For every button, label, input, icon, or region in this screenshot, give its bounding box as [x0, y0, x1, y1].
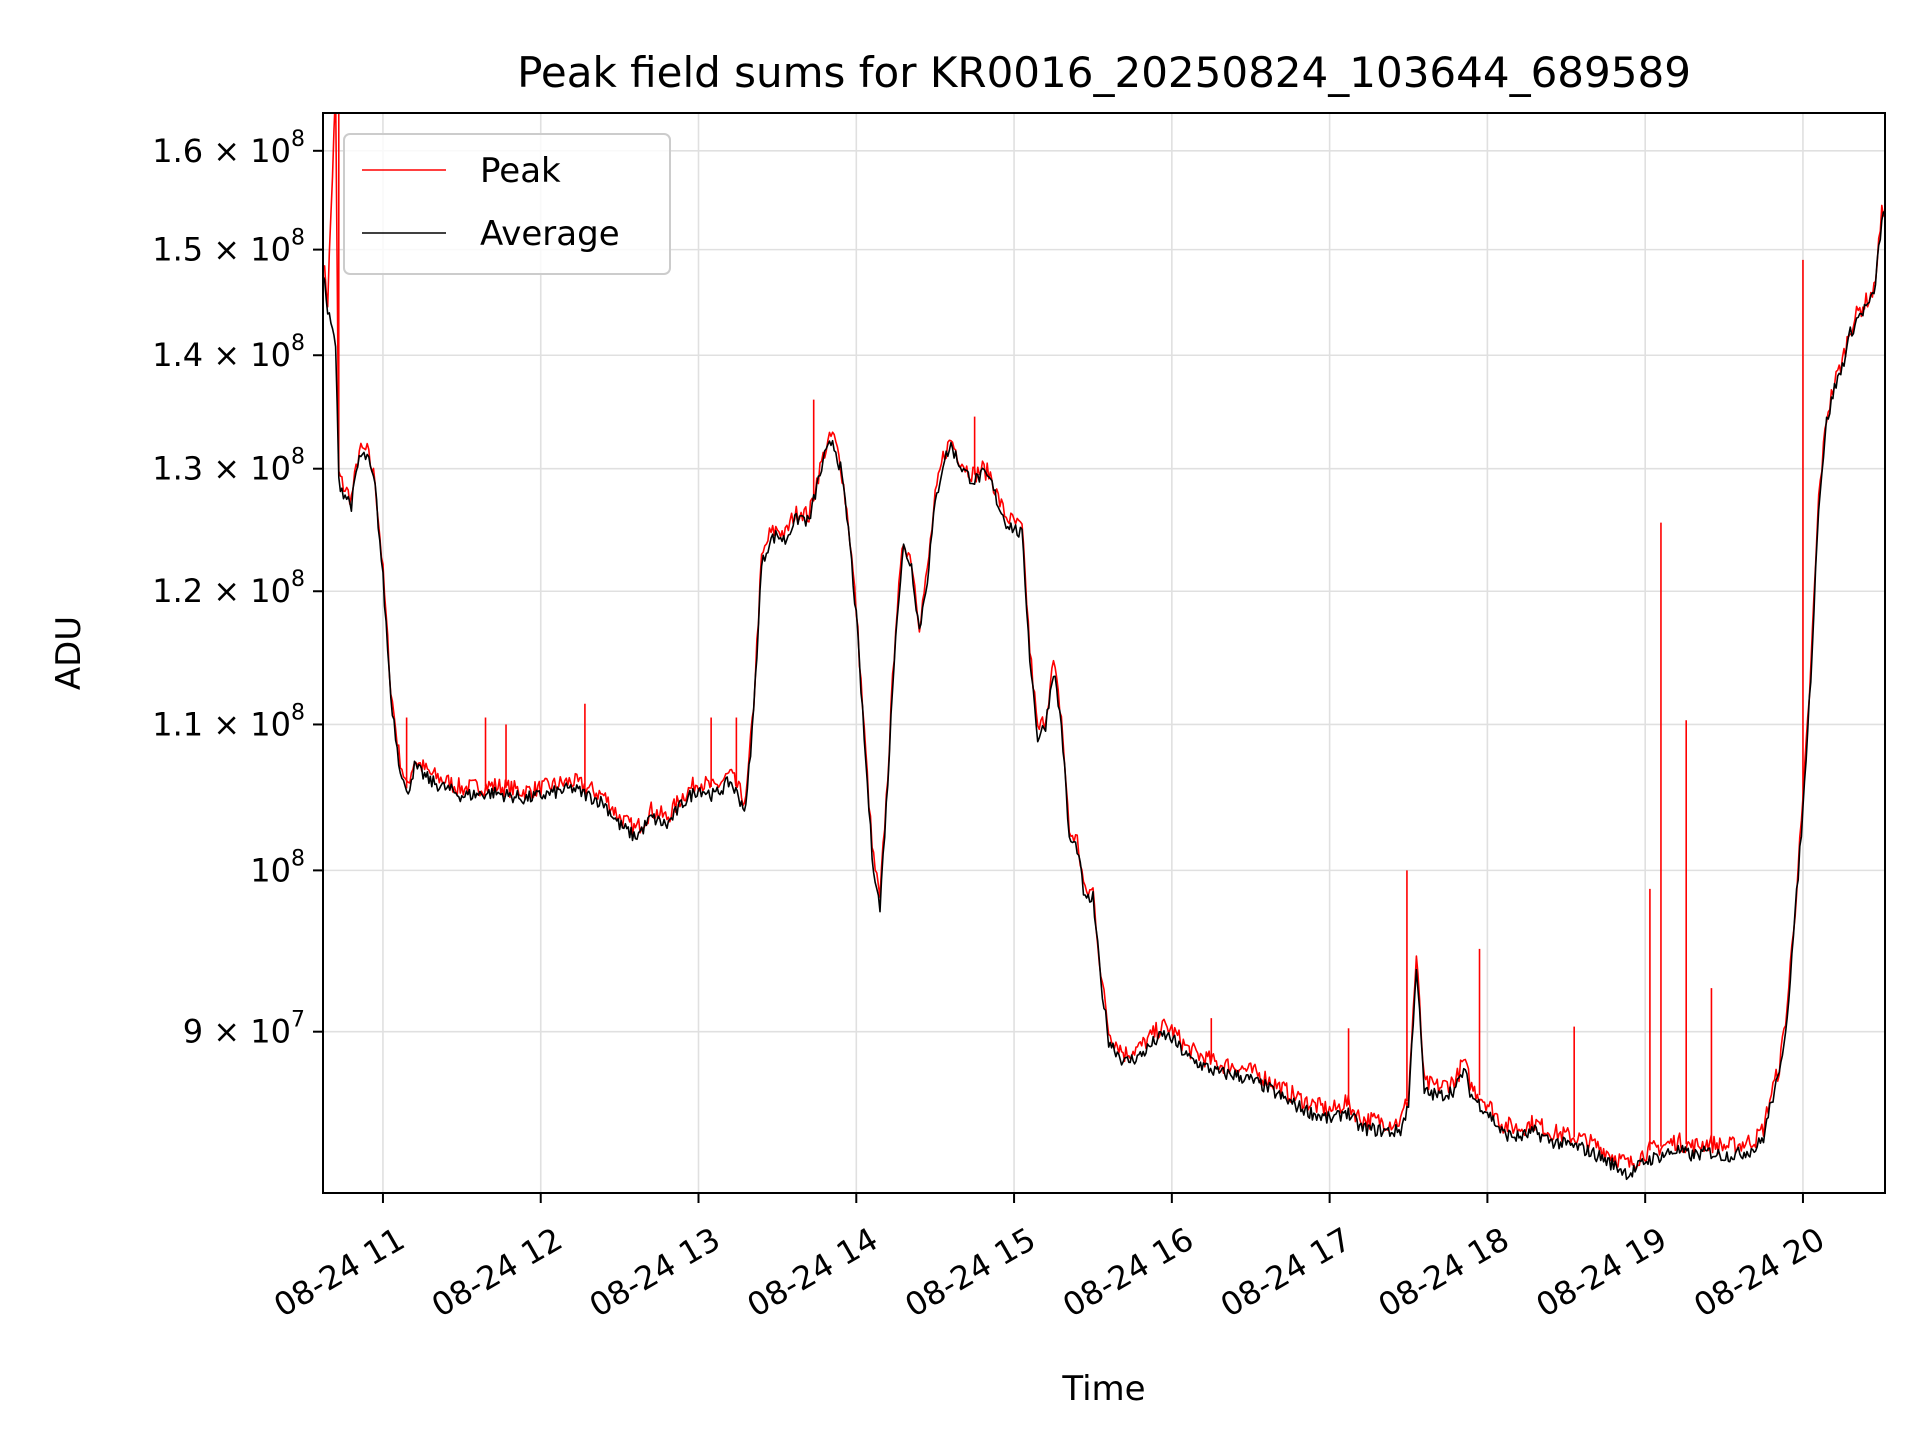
plot-frame — [322, 112, 1886, 1194]
y-tick-mantissa: 9 × 10 — [183, 1013, 291, 1051]
y-tick-exponent: 8 — [291, 331, 305, 356]
legend-box — [343, 133, 671, 275]
y-tick-mantissa: 1.5 × 10 — [152, 231, 291, 269]
y-tick-label: 9 × 107 — [183, 1008, 305, 1051]
y-tick-label: 1.4 × 108 — [152, 331, 305, 374]
y-tick-mantissa: 1.4 × 10 — [152, 336, 291, 374]
y-tick-label: 1.1 × 108 — [152, 700, 305, 743]
y-tick-mantissa: 1.2 × 10 — [152, 572, 291, 610]
y-tick-exponent: 7 — [291, 1008, 305, 1033]
series-average-line — [323, 211, 1885, 1181]
y-tick-label: 1.3 × 108 — [152, 445, 305, 488]
y-tick-mantissa: 10 — [250, 851, 291, 889]
chart-title: Peak field sums for KR0016_20250824_1036… — [517, 48, 1691, 97]
y-tick-exponent: 8 — [291, 127, 305, 152]
series-peak-line — [323, 113, 1885, 1170]
y-tick-exponent: 8 — [291, 226, 305, 251]
x-axis-label: Time — [1061, 1369, 1145, 1409]
y-tick-exponent: 8 — [291, 445, 305, 470]
y-tick-label: 1.5 × 108 — [152, 226, 305, 269]
y-axis-label: ADU — [49, 616, 89, 690]
y-tick-label: 1.2 × 108 — [152, 567, 305, 610]
legend-average-label: Average — [480, 214, 620, 254]
y-tick-label: 108 — [250, 846, 305, 889]
y-tick-mantissa: 1.1 × 10 — [152, 705, 291, 743]
y-tick-exponent: 8 — [291, 846, 305, 871]
series-layer — [323, 113, 1885, 1181]
legend: Peak Average — [343, 133, 671, 275]
y-tick-exponent: 8 — [291, 567, 305, 592]
y-tick-exponent: 8 — [291, 700, 305, 725]
y-tick-mantissa: 1.3 × 10 — [152, 450, 291, 488]
y-tick-mantissa: 1.6 × 10 — [152, 132, 291, 170]
y-tick-label: 1.6 × 108 — [152, 127, 305, 170]
legend-peak-label: Peak — [480, 151, 561, 191]
